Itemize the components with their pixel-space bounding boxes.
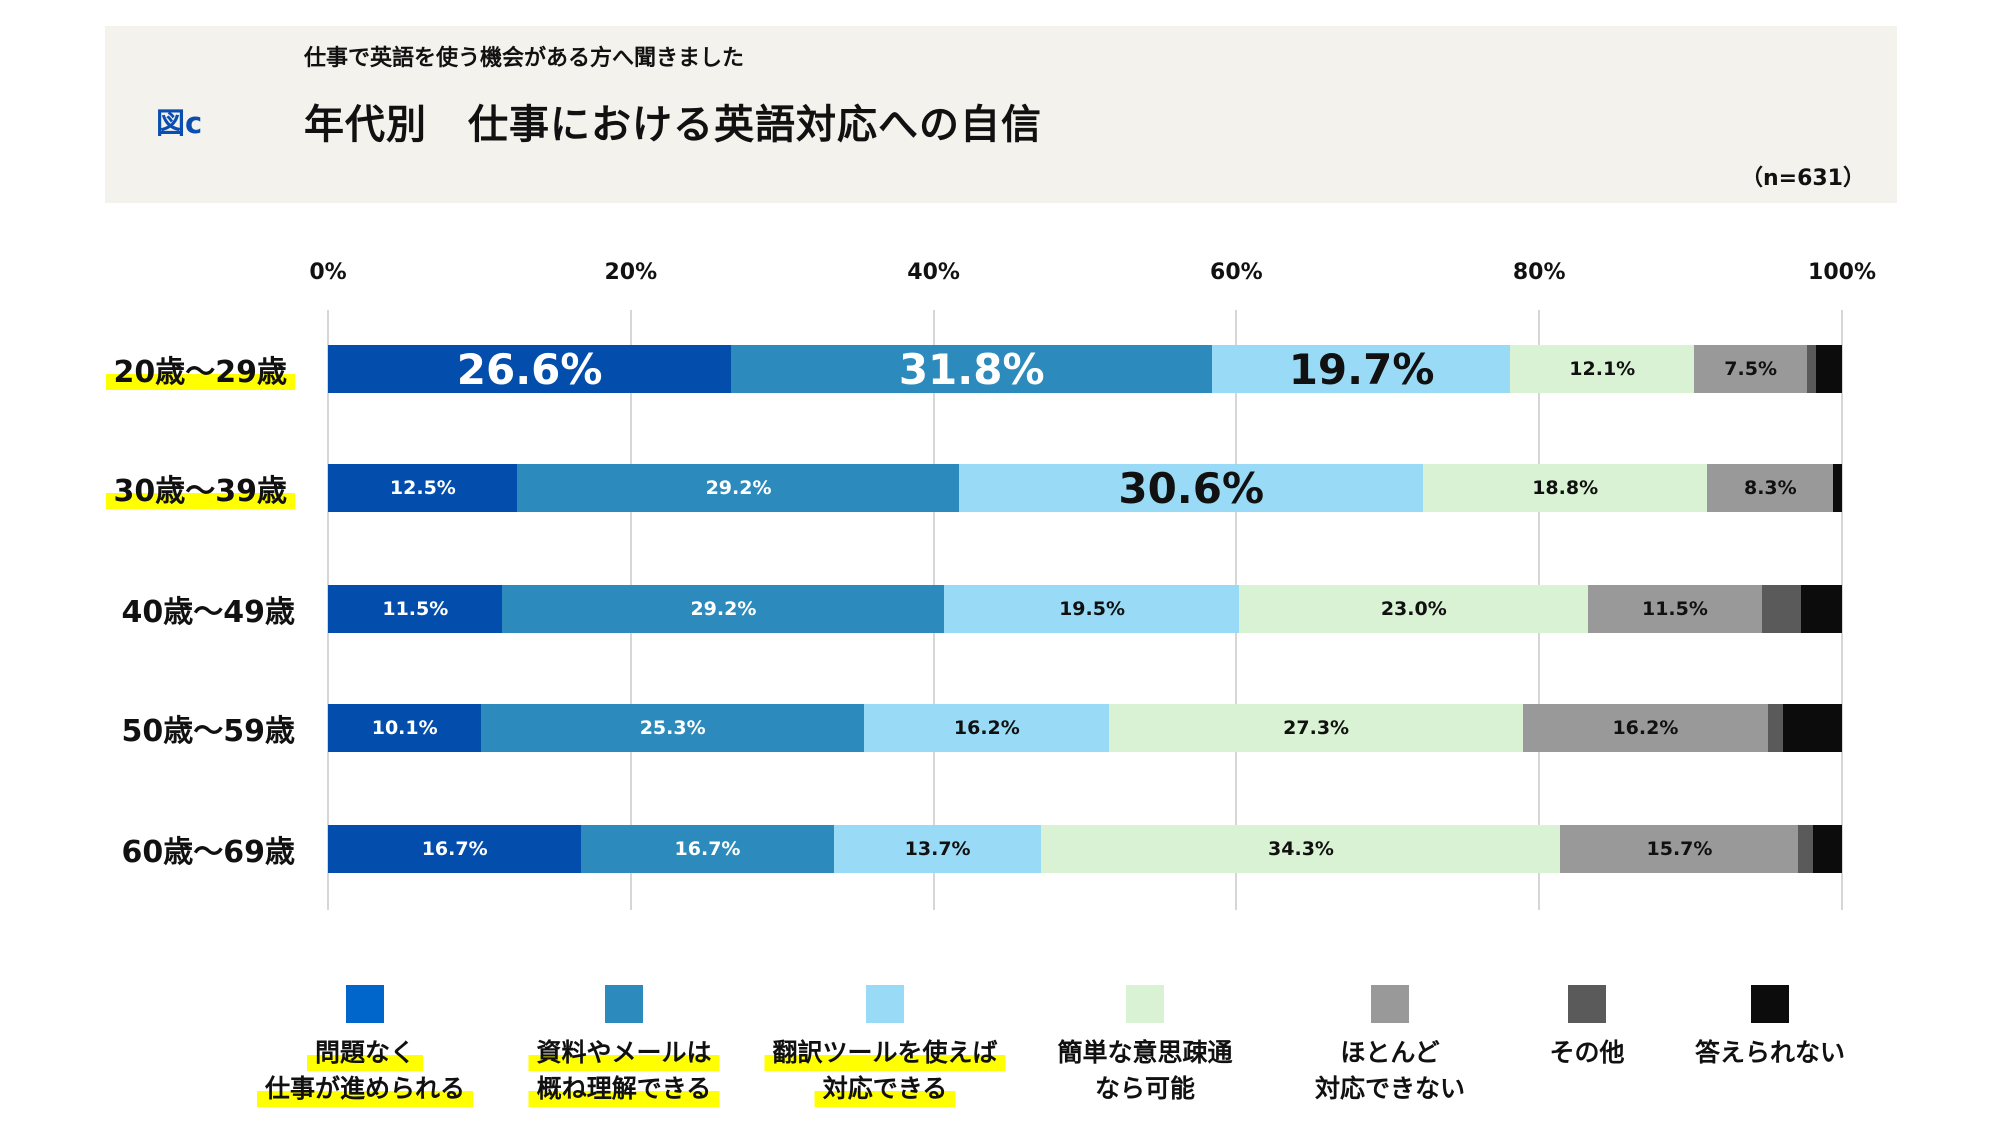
bar-segment — [1813, 825, 1843, 873]
bar-segment: 15.7% — [1560, 825, 1799, 873]
category-label-text: 50歳～59歳 — [121, 714, 296, 749]
bar-segment: 16.7% — [580, 825, 835, 873]
legend-swatch — [605, 985, 643, 1023]
bar-segment — [1761, 585, 1802, 633]
bar-segment: 13.7% — [833, 825, 1042, 873]
bar-segment: 10.1% — [328, 704, 482, 752]
legend-label: ほとんど 対応できない — [1314, 1038, 1466, 1103]
legend-swatch — [866, 985, 904, 1023]
legend-swatch — [346, 985, 384, 1023]
bar-segment: 16.2% — [1522, 704, 1769, 752]
bar-segment: 23.0% — [1239, 585, 1589, 633]
sample-size: （n=631） — [1740, 166, 1865, 191]
bar-segment — [1767, 704, 1784, 752]
bar-segment: 19.7% — [1212, 345, 1511, 393]
bar-segment: 8.3% — [1707, 464, 1834, 512]
chart-title: 年代別 仕事における英語対応への自信 — [304, 102, 1042, 148]
bar-segment: 12.5% — [328, 464, 518, 512]
x-tick-label: 80% — [1512, 260, 1566, 285]
bar-segment: 29.2% — [502, 585, 945, 633]
bar-segment — [1832, 464, 1843, 512]
x-tick-label: 100% — [1808, 260, 1876, 285]
bar-segment — [1816, 345, 1843, 393]
chart-header — [105, 26, 1897, 203]
x-tick-label: 20% — [604, 260, 658, 285]
legend-swatch — [1751, 985, 1789, 1023]
bar-segment — [1782, 704, 1843, 752]
x-tick-label: 40% — [907, 260, 960, 285]
legend-swatch — [1126, 985, 1164, 1023]
x-tick-label: 60% — [1210, 260, 1263, 285]
bar-segment: 29.2% — [517, 464, 960, 512]
bar-segment: 11.5% — [1587, 585, 1763, 633]
chart-subtitle: 仕事で英語を使う機会がある方へ聞きました — [304, 46, 745, 71]
category-label: 40歳～49歳 — [122, 587, 296, 631]
bar-segment: 26.6% — [328, 345, 732, 393]
bar-segment: 34.3% — [1041, 825, 1561, 873]
bar-segment: 12.1% — [1510, 345, 1695, 393]
category-label: 30歳～39歳 — [105, 466, 295, 510]
bar-segment: 30.6% — [959, 464, 1424, 512]
bar-segment — [1798, 825, 1814, 873]
category-label-text: 30歳～39歳 — [105, 474, 295, 509]
bar-segment: 27.3% — [1109, 704, 1524, 752]
bar-segment: 11.5% — [328, 585, 503, 633]
bar-segment: 25.3% — [480, 704, 865, 752]
bar-segment: 16.7% — [328, 825, 582, 873]
category-label-text: 60歳～69歳 — [121, 835, 296, 870]
legend-swatch — [1371, 985, 1409, 1023]
figure-label: 図c — [156, 106, 203, 140]
category-label: 20歳～29歳 — [105, 347, 295, 391]
bar-segment: 7.5% — [1693, 345, 1808, 393]
legend-label: 資料やメールは 概ね理解できる — [528, 1035, 720, 1107]
legend-swatch — [1568, 985, 1606, 1023]
bar-segment — [1801, 585, 1843, 633]
bar-segment: 18.8% — [1422, 464, 1708, 512]
legend-label: 答えられない — [1694, 1038, 1846, 1067]
legend-label: 問題なく 仕事が進められる — [256, 1035, 474, 1107]
bar-segment: 19.5% — [944, 585, 1240, 633]
bar-segment: 16.2% — [863, 704, 1110, 752]
bar-segment: 31.8% — [730, 345, 1213, 393]
category-label: 60歳～69歳 — [122, 827, 296, 871]
bar-segment — [1807, 345, 1817, 393]
legend-label: 翻訳ツールを使えば 対応できる — [764, 1035, 1006, 1107]
category-label: 50歳～59歳 — [122, 706, 296, 750]
legend-label: 簡単な意思疎通 なら可能 — [1057, 1038, 1233, 1103]
x-tick-label: 0% — [309, 260, 347, 285]
category-label-text: 20歳～29歳 — [105, 355, 295, 390]
category-label-text: 40歳～49歳 — [121, 595, 296, 630]
legend-label: その他 — [1549, 1038, 1625, 1067]
